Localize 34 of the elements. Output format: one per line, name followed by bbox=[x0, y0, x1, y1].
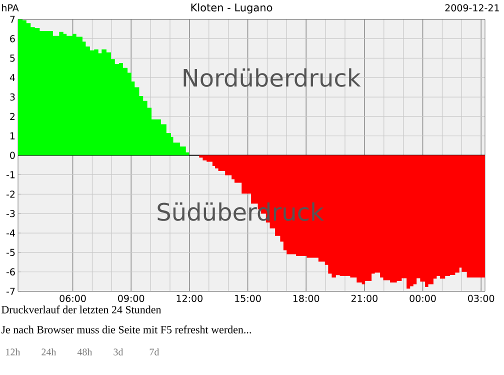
y-axis-title: hPA bbox=[2, 4, 19, 12]
y-tick-label: -2 bbox=[6, 190, 15, 198]
y-tick-label: -4 bbox=[6, 229, 15, 236]
text: Druckverlauf der letzten 24 Stunden bbox=[2, 305, 162, 314]
y-tick-label: 0 bbox=[10, 152, 15, 159]
y-tick-label: 4 bbox=[10, 74, 15, 81]
text: 48h bbox=[77, 348, 92, 356]
x-tick-label: 12:00 bbox=[176, 294, 202, 302]
y-tick-label: 5 bbox=[10, 54, 15, 62]
y-tick-label: -1 bbox=[6, 171, 15, 178]
text: Je nach Browser muss die Seite mit F5 refresht werden... bbox=[1, 325, 251, 334]
x-tick-label: 09:00 bbox=[118, 294, 144, 302]
text: 3d bbox=[114, 348, 124, 356]
y-tick-label: 2 bbox=[10, 112, 15, 120]
text: 12h bbox=[6, 348, 20, 356]
x-tick-label: 06:00 bbox=[60, 294, 86, 302]
chart-title: Kloten - Lugano bbox=[191, 3, 272, 14]
text: 24h bbox=[42, 348, 56, 356]
x-tick-label: 18:00 bbox=[293, 294, 320, 302]
text: 7d bbox=[150, 348, 160, 356]
x-tick-label: 03:00 bbox=[468, 294, 494, 302]
y-tick-label: -5 bbox=[6, 248, 15, 256]
x-tick-label: 21:00 bbox=[351, 294, 378, 302]
chart-subtitle: 2009-12-21 bbox=[445, 4, 499, 12]
x-tick-label: 15:00 bbox=[235, 294, 261, 302]
y-tick-label: -7 bbox=[6, 288, 15, 295]
y-tick-label: 3 bbox=[10, 93, 15, 100]
y-tick-label: 1 bbox=[10, 132, 15, 140]
y-tick-label: -3 bbox=[6, 210, 15, 218]
x-tick-label: 00:00 bbox=[410, 294, 436, 302]
annotation: Nordüberdruck bbox=[184, 68, 361, 87]
y-tick-label: 7 bbox=[10, 16, 15, 23]
y-tick-label: 6 bbox=[10, 34, 15, 42]
y-tick-label: -6 bbox=[6, 268, 15, 276]
